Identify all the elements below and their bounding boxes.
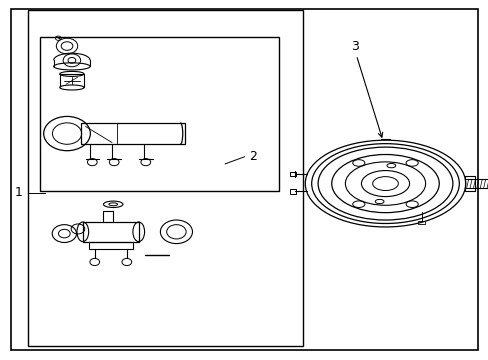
Bar xyxy=(40,37,278,191)
Bar xyxy=(289,172,295,176)
Ellipse shape xyxy=(60,85,84,90)
Text: 2: 2 xyxy=(249,150,257,163)
Bar xyxy=(28,10,302,346)
Text: 3: 3 xyxy=(351,40,359,53)
Bar xyxy=(89,242,132,249)
Bar xyxy=(464,176,474,191)
Bar xyxy=(289,189,295,194)
Bar xyxy=(81,123,185,144)
Text: 1: 1 xyxy=(15,186,23,199)
Bar xyxy=(60,74,84,87)
Bar xyxy=(82,222,139,242)
Bar xyxy=(417,221,424,224)
